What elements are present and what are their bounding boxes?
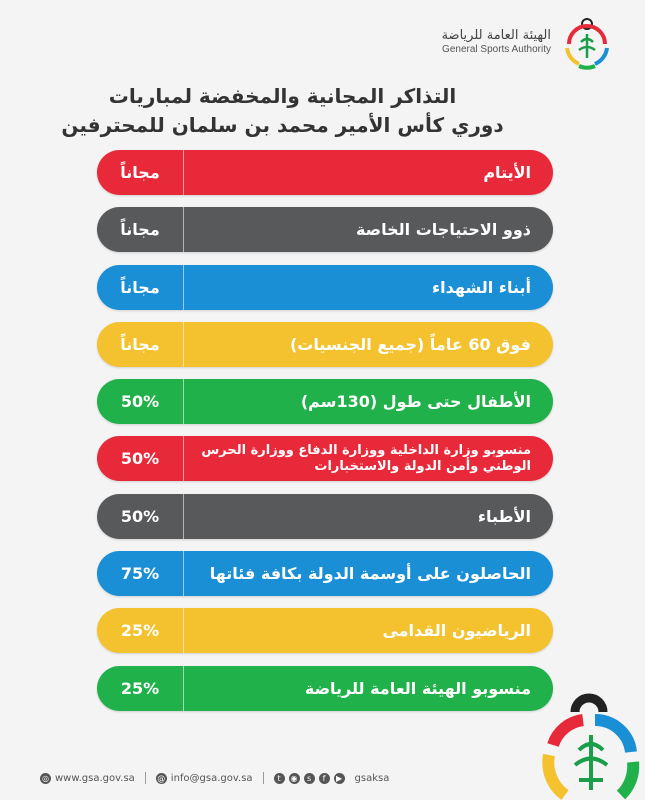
ticket-row: الحاصلون على أوسمة الدولة بكافة فئاتها 75…	[97, 551, 553, 597]
at-icon: @	[155, 772, 167, 784]
ticket-row: منسوبو وزارة الداخلية ووزارة الدفاع ووزا…	[97, 436, 553, 482]
ticket-row: الأطفال حتى طول (130سم) 50%	[97, 379, 553, 425]
ticket-row: فوق 60 عاماً (جميع الجنسيات) مجاناً	[97, 321, 553, 367]
ticket-category-label: الرياضيون القدامى	[183, 608, 553, 654]
ticket-list: الأيتام مجاناً ذوو الاحتياجات الخاصة مجاناً…	[97, 150, 553, 723]
ticket-category-label: ذوو الاحتياجات الخاصة	[183, 207, 553, 253]
gsa-corner-emblem-icon	[542, 693, 640, 800]
email-text: info@gsa.gov.sa	[170, 772, 253, 784]
ticket-row: الأيتام مجاناً	[97, 150, 553, 195]
ticket-discount-value: مجاناً	[120, 163, 160, 182]
footer: ◎ www.gsa.gov.sa @ info@gsa.gov.sa t ◉ s…	[40, 772, 389, 784]
title-line-1: التذاكر المجانية والمخفضة لمباريات	[108, 84, 457, 108]
social-handle: gsaksa	[354, 772, 390, 784]
page-title: التذاكر المجانية والمخفضة لمباريات دوري …	[0, 82, 645, 140]
ticket-discount-value: مجاناً	[120, 220, 160, 240]
ticket-category-label: الحاصلون على أوسمة الدولة بكافة فئاتها	[183, 551, 553, 597]
snapchat-icon: s	[303, 772, 315, 784]
ticket-discount-value: 50%	[120, 506, 160, 526]
ticket-discount-value: 50%	[120, 449, 160, 469]
ticket-row: منسوبو الهيئة العامة للرياضة 25%	[97, 665, 553, 711]
footer-website: ◎ www.gsa.gov.sa	[40, 772, 135, 784]
logo-text: الهيئة العامة للرياضة General Sports Aut…	[441, 27, 551, 55]
ticket-category-label: منسوبو وزارة الداخلية ووزارة الدفاع ووزا…	[183, 436, 553, 482]
facebook-icon: f	[318, 772, 330, 784]
footer-email: @ info@gsa.gov.sa	[155, 772, 253, 784]
ticket-category-label: الأطباء	[183, 493, 553, 539]
ticket-discount-value: 25%	[120, 678, 160, 698]
ticket-category-label: فوق 60 عاماً (جميع الجنسيات)	[183, 321, 553, 367]
divider	[144, 772, 146, 784]
twitter-icon: t	[273, 772, 285, 784]
gsa-logo: الهيئة العامة للرياضة General Sports Aut…	[442, 14, 615, 70]
title-line-2: دوري كأس الأمير محمد بن سلمان للمحترفين	[61, 113, 504, 137]
website-text: www.gsa.gov.sa	[55, 772, 135, 784]
ticket-discount-value: 25%	[120, 621, 160, 641]
ticket-category-label: أبناء الشهداء	[183, 264, 553, 310]
globe-icon: ◎	[40, 772, 51, 784]
youtube-icon: ▶	[333, 772, 345, 784]
footer-social: t ◉ s f ▶ gsaksa	[273, 772, 390, 784]
ticket-category-label: الأيتام	[183, 150, 553, 195]
ticket-discount-value: مجاناً	[120, 334, 160, 354]
instagram-icon: ◉	[288, 772, 300, 784]
logo-name-en: General Sports Authority	[442, 43, 551, 55]
ticket-discount-value: 50%	[120, 392, 160, 412]
ticket-row: الرياضيون القدامى 25%	[97, 608, 553, 654]
ticket-row: ذوو الاحتياجات الخاصة مجاناً	[97, 207, 553, 253]
ticket-discount-value: 75%	[120, 564, 160, 584]
ticket-category-label: منسوبو الهيئة العامة للرياضة	[183, 665, 553, 711]
gsa-emblem-icon	[565, 18, 609, 70]
logo-name-ar: الهيئة العامة للرياضة	[441, 27, 551, 43]
ticket-row: أبناء الشهداء مجاناً	[97, 264, 553, 310]
ticket-discount-value: مجاناً	[120, 277, 160, 297]
ticket-category-label: الأطفال حتى طول (130سم)	[183, 379, 553, 425]
divider	[262, 772, 264, 784]
ticket-row: الأطباء 50%	[97, 493, 553, 539]
